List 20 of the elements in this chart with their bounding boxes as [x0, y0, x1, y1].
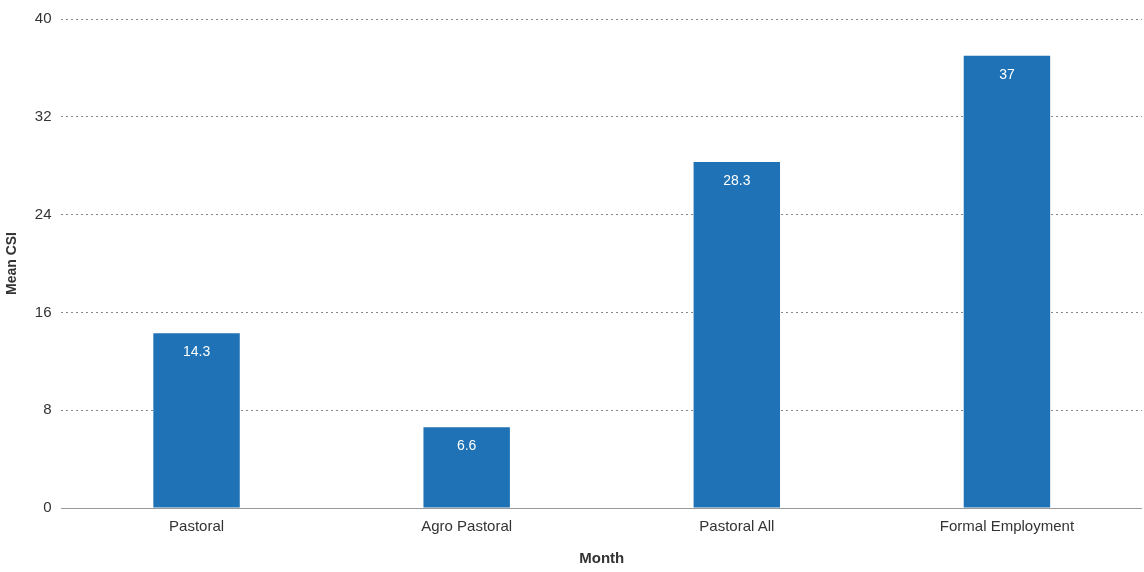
y-tick-label: 8 — [43, 400, 52, 418]
y-tick-label: 24 — [34, 204, 52, 222]
data-label: 6.6 — [456, 437, 477, 454]
x-tick-label: Pastoral All — [699, 517, 775, 535]
x-tick-label: Agro Pastoral — [421, 517, 513, 535]
bar — [693, 162, 781, 508]
x-tick-label: Pastoral — [169, 517, 225, 535]
bar — [153, 333, 240, 508]
y-tick-label: 32 — [34, 106, 52, 124]
bar — [963, 55, 1051, 508]
data-label: 14.3 — [182, 343, 211, 360]
y-tick-label: 0 — [43, 498, 52, 516]
y-axis-title: Mean CSI — [3, 231, 20, 296]
x-axis-title: Month — [579, 549, 625, 567]
bar — [423, 427, 510, 508]
y-tick-label: 40 — [34, 9, 52, 27]
y-tick-label: 16 — [34, 302, 52, 320]
data-label: 28.3 — [723, 171, 751, 188]
data-label: 37 — [999, 65, 1015, 82]
x-tick-label: Formal Employment — [939, 517, 1075, 535]
